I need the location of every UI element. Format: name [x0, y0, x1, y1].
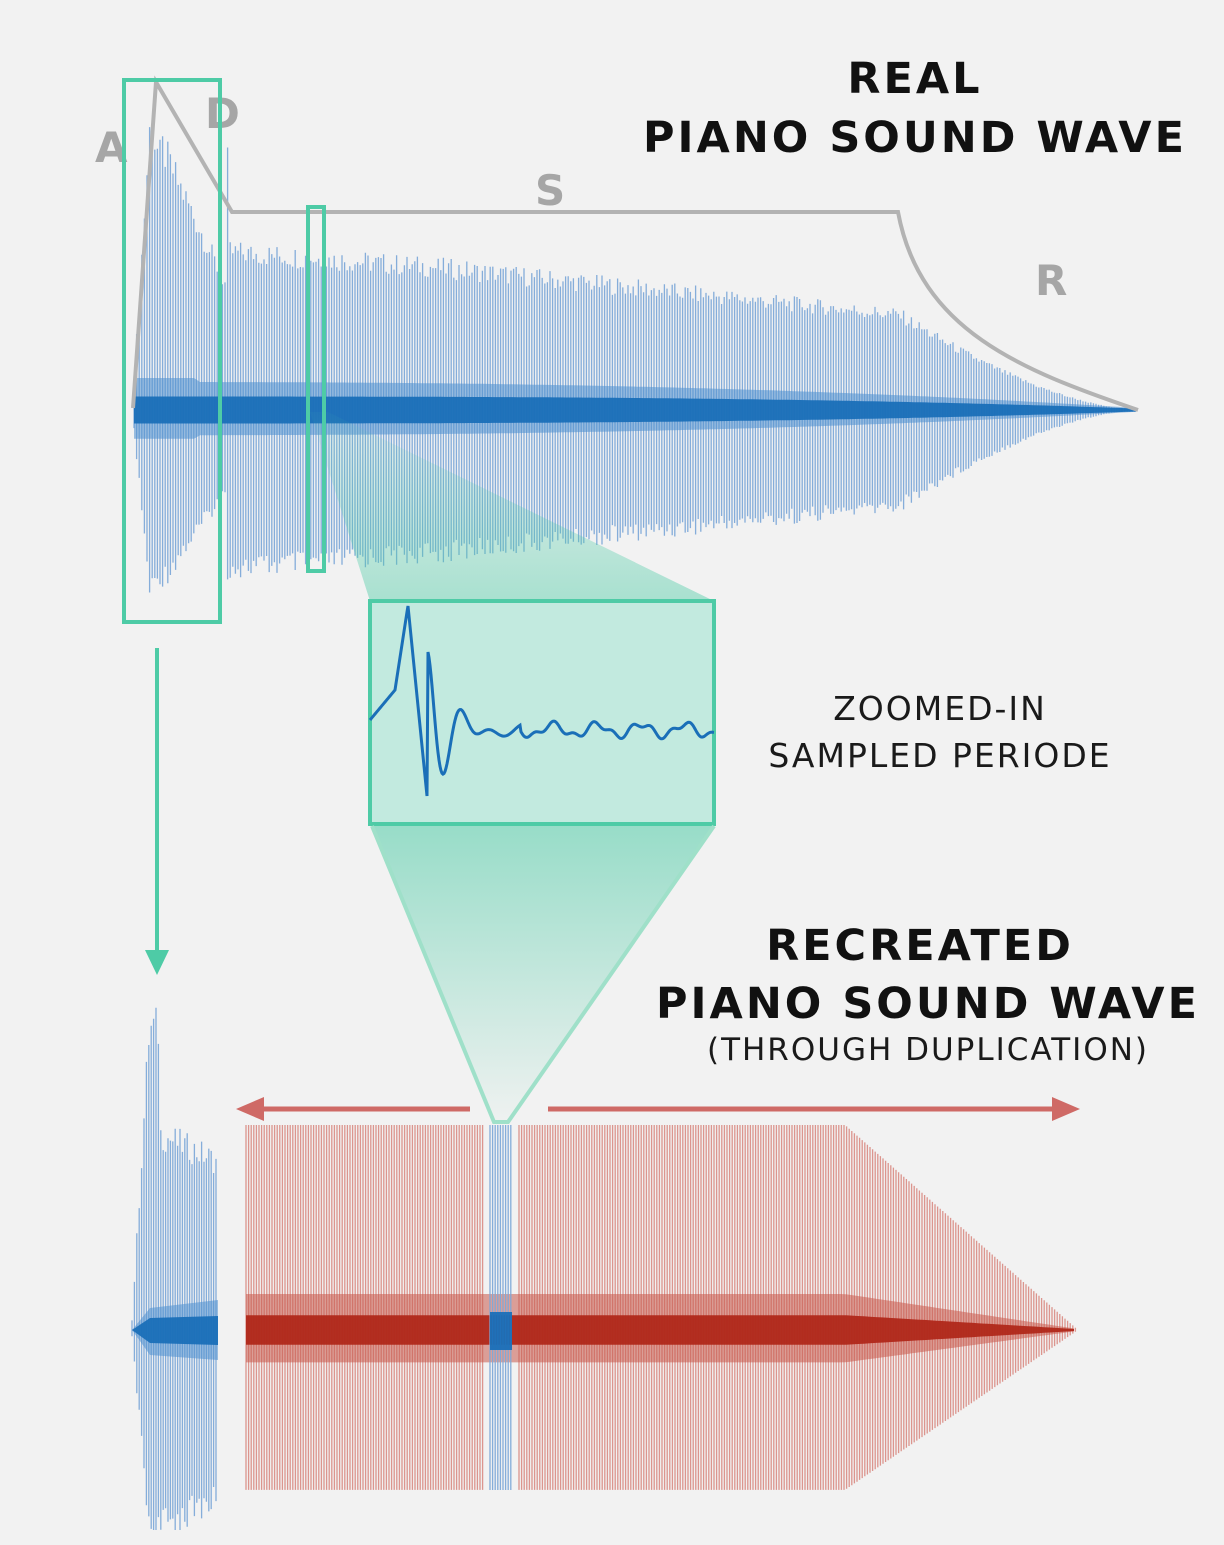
- recreated-attack-core: [132, 1316, 218, 1345]
- top-title-line1: REAL: [847, 54, 982, 104]
- recreated-piano-waveform: [131, 1007, 1077, 1530]
- duplicate-right-arrow-head: [1052, 1097, 1080, 1121]
- copy-down-arrow-head: [145, 950, 169, 975]
- sampled-period-column-lines: [489, 1125, 512, 1490]
- sample-period-highlight-box: [306, 205, 326, 573]
- zoom-caption-line2: SAMPLED PERIODE: [768, 736, 1111, 775]
- attack-decay-highlight-box: [122, 78, 222, 624]
- zoom-funnel-bottom-outline: [370, 824, 716, 1124]
- bottom-title-line2: PIANO SOUND WAVE: [656, 979, 1200, 1029]
- real-piano-waveform: [133, 127, 1136, 593]
- zoomed-period-box: [368, 599, 716, 826]
- zoom-caption-line1: ZOOMED-IN: [833, 689, 1047, 728]
- sampled-period-column-core: [490, 1312, 512, 1350]
- real-wave-lines: [133, 127, 1136, 593]
- adsr-label-decay: D: [205, 89, 240, 138]
- recreated-sustain-core: [246, 1315, 1074, 1345]
- duplicate-left-arrow-head: [236, 1097, 264, 1121]
- zoomed-waveform-curve: [368, 605, 715, 797]
- adsr-label-release: R: [1035, 256, 1067, 305]
- real-wave-core-band: [134, 396, 1136, 424]
- adsr-envelope-line: [131, 75, 1139, 412]
- top-title-line2: PIANO SOUND WAVE: [643, 113, 1187, 163]
- zoom-funnel-top: [310, 412, 714, 601]
- zoom-funnel-bottom: [372, 826, 714, 1122]
- bottom-title-line3: (THROUGH DUPLICATION): [707, 1032, 1149, 1068]
- recreated-attack-wave-lines: [131, 1007, 217, 1530]
- bottom-title-line1: RECREATED: [766, 921, 1074, 971]
- adsr-label-sustain: S: [535, 166, 565, 215]
